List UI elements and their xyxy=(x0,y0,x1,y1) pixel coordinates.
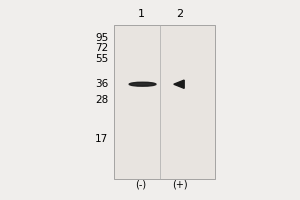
Text: 36: 36 xyxy=(95,79,108,89)
Text: 28: 28 xyxy=(95,95,108,105)
Text: 17: 17 xyxy=(95,134,108,144)
Text: (-): (-) xyxy=(136,180,147,190)
Text: 55: 55 xyxy=(95,54,108,64)
Text: 95: 95 xyxy=(95,33,108,43)
Ellipse shape xyxy=(129,82,156,86)
Text: (+): (+) xyxy=(172,180,188,190)
FancyBboxPatch shape xyxy=(114,25,215,179)
Polygon shape xyxy=(174,80,184,88)
Text: 72: 72 xyxy=(95,43,108,53)
Text: 1: 1 xyxy=(138,9,145,19)
Text: 2: 2 xyxy=(176,9,183,19)
